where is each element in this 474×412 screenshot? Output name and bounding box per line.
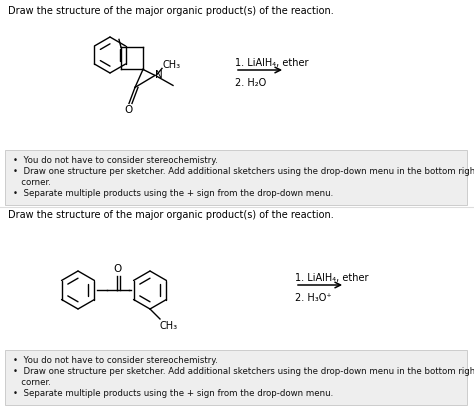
Text: O: O [125,105,133,115]
Text: Draw the structure of the major organic product(s) of the reaction.: Draw the structure of the major organic … [8,6,334,16]
Text: Draw the structure of the major organic product(s) of the reaction.: Draw the structure of the major organic … [8,210,334,220]
Text: 1. LiAlH₄, ether: 1. LiAlH₄, ether [235,58,309,68]
Text: corner.: corner. [13,178,51,187]
Text: •  Separate multiple products using the + sign from the drop-down menu.: • Separate multiple products using the +… [13,389,333,398]
Text: corner.: corner. [13,378,51,387]
Text: •  Draw one structure per sketcher. Add additional sketchers using the drop-down: • Draw one structure per sketcher. Add a… [13,367,474,376]
Bar [5,350,467,405]
Text: CH₃: CH₃ [163,61,181,70]
Text: N: N [155,70,163,80]
Text: O: O [114,264,122,274]
Text: 2. H₂O: 2. H₂O [235,78,266,88]
Text: •  Draw one structure per sketcher. Add additional sketchers using the drop-down: • Draw one structure per sketcher. Add a… [13,167,474,176]
Text: •  You do not have to consider stereochemistry.: • You do not have to consider stereochem… [13,156,218,165]
Text: CH₃: CH₃ [160,321,178,331]
Text: 1. LiAlH₄, ether: 1. LiAlH₄, ether [295,273,368,283]
Text: 2. H₃O⁺: 2. H₃O⁺ [295,293,332,303]
Bar [5,150,467,205]
Text: •  Separate multiple products using the + sign from the drop-down menu.: • Separate multiple products using the +… [13,189,333,198]
Text: •  You do not have to consider stereochemistry.: • You do not have to consider stereochem… [13,356,218,365]
